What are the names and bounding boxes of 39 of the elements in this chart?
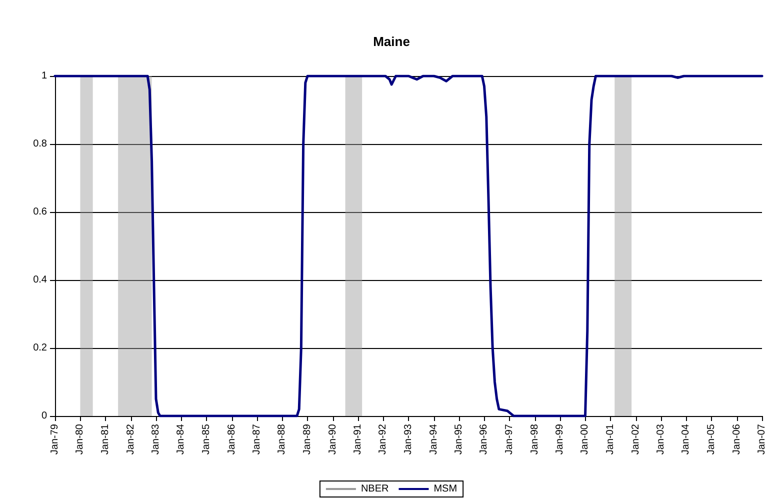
y-tick-label: 0.6 xyxy=(33,206,48,218)
x-tick-label: Jan-79 xyxy=(50,424,60,455)
legend-label: MSM xyxy=(434,484,458,494)
y-tick-label: 1 xyxy=(41,70,48,82)
x-tick-label: Jan-83 xyxy=(150,424,162,455)
x-tick-label: Jan-87 xyxy=(252,424,262,455)
x-tick-label: Jan-82 xyxy=(125,424,136,455)
x-tick-label: Jan-81 xyxy=(100,424,112,455)
x-tick-label: Jan-03 xyxy=(656,424,666,455)
x-tick-label: Jan-99 xyxy=(554,424,566,455)
y-tick-label: 0.4 xyxy=(33,274,48,286)
x-tick-label: Jan-02 xyxy=(630,424,642,455)
x-tick-label: Jan-95 xyxy=(454,424,464,455)
y-tick-label: 0 xyxy=(41,410,48,422)
x-tick-label: Jan-00 xyxy=(580,424,591,455)
x-tick-label: Jan-07 xyxy=(756,424,768,455)
x-tick-label: Jan-90 xyxy=(327,424,338,455)
legend-label: NBER xyxy=(360,484,389,494)
x-tick-label: Jan-91 xyxy=(352,424,364,455)
x-tick-label: Jan-88 xyxy=(276,424,288,455)
x-tick-label: Jan-94 xyxy=(428,424,440,455)
y-tick-label: 0.2 xyxy=(33,342,48,354)
line-series xyxy=(54,74,764,418)
y-tick-label: 0.8 xyxy=(33,138,48,150)
x-tick-label: Jan-05 xyxy=(706,424,718,455)
chart-title: Maine xyxy=(373,34,410,49)
x-tick-label: Jan-80 xyxy=(74,424,86,455)
x-tick-label: Jan-04 xyxy=(680,424,692,455)
x-tick-label: Jan-84 xyxy=(176,424,187,455)
x-tick-label: Jan-92 xyxy=(378,424,389,455)
x-tick-label: Jan-85 xyxy=(201,424,212,455)
x-tick-label: Jan-89 xyxy=(302,424,314,455)
x-tick-label: Jan-01 xyxy=(605,424,616,455)
x-tick-label: Jan-93 xyxy=(403,424,414,455)
x-tick-label: Jan-97 xyxy=(504,424,516,455)
x-tick-label: Jan-96 xyxy=(478,424,490,455)
x-tick-label: Jan-86 xyxy=(226,424,238,455)
x-tick-label: Jan-06 xyxy=(731,424,742,455)
x-tick-label: Jan-98 xyxy=(529,424,540,455)
